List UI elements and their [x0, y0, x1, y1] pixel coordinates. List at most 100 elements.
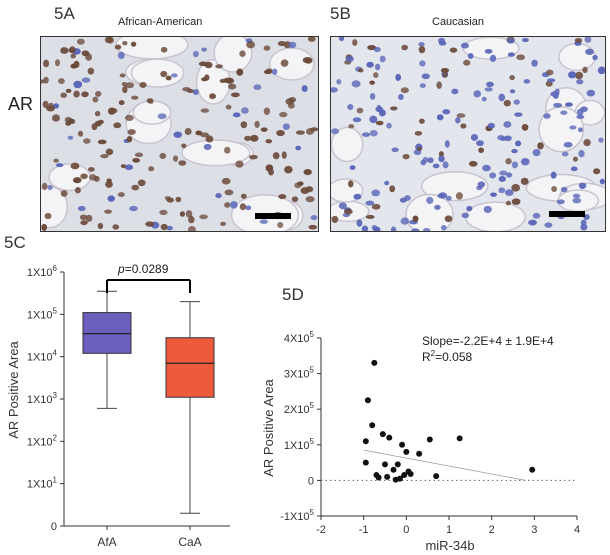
- ar-positive-nucleus: [460, 123, 467, 129]
- ar-positive-nucleus: [160, 223, 168, 231]
- ar-negative-nucleus: [107, 195, 115, 202]
- ar-positive-nucleus: [126, 136, 133, 143]
- ar-negative-nucleus: [371, 189, 381, 197]
- ar-positive-nucleus: [537, 142, 544, 150]
- ar-negative-nucleus: [374, 63, 381, 71]
- ar-negative-nucleus: [467, 53, 474, 59]
- ar-negative-nucleus: [514, 112, 523, 117]
- ar-negative-nucleus: [543, 113, 551, 119]
- ar-positive-nucleus: [449, 47, 458, 53]
- ar-negative-nucleus: [398, 94, 404, 100]
- ar-negative-nucleus: [379, 55, 386, 63]
- ar-negative-nucleus: [366, 61, 374, 68]
- ar-positive-nucleus: [305, 196, 315, 203]
- ar-positive-nucleus: [65, 88, 72, 94]
- ar-positive-nucleus: [132, 157, 141, 163]
- ar-positive-nucleus: [113, 122, 122, 129]
- ar-positive-nucleus: [516, 54, 526, 61]
- ar-positive-nucleus: [121, 82, 128, 87]
- ar-positive-nucleus: [114, 44, 122, 50]
- ar-positive-nucleus: [160, 70, 168, 78]
- ar-positive-nucleus: [117, 192, 125, 198]
- ar-negative-nucleus: [592, 54, 598, 61]
- ar-positive-nucleus: [371, 203, 381, 210]
- ar-positive-nucleus: [43, 59, 50, 68]
- ar-positive-nucleus: [52, 114, 60, 122]
- ar-negative-nucleus: [556, 199, 565, 205]
- ar-positive-nucleus: [254, 120, 260, 128]
- p-value-annotation: p=0.0289: [117, 262, 169, 276]
- panel-title-caucasian: Caucasian: [432, 16, 484, 28]
- ar-positive-nucleus: [122, 85, 128, 94]
- scatter-y-tick-label: 2X105: [284, 401, 315, 416]
- ar-negative-nucleus: [486, 81, 494, 88]
- ar-negative-nucleus: [597, 66, 605, 75]
- ar-negative-nucleus: [532, 212, 541, 219]
- ar-negative-nucleus: [349, 165, 356, 170]
- ar-negative-nucleus: [481, 96, 487, 102]
- ar-negative-nucleus: [77, 205, 86, 212]
- ar-positive-nucleus: [124, 114, 134, 121]
- ar-negative-nucleus: [192, 89, 199, 95]
- ar-positive-nucleus: [348, 124, 355, 129]
- ar-positive-nucleus: [281, 151, 287, 159]
- ar-positive-nucleus: [131, 184, 140, 191]
- ar-positive-nucleus: [235, 160, 244, 168]
- ar-positive-nucleus: [225, 104, 232, 110]
- ar-negative-nucleus: [442, 109, 451, 115]
- ar-negative-nucleus: [369, 92, 376, 100]
- ar-negative-nucleus: [434, 204, 441, 210]
- ar-positive-nucleus: [184, 128, 192, 136]
- ar-positive-nucleus: [70, 162, 80, 170]
- ar-positive-nucleus: [41, 182, 48, 191]
- ar-negative-nucleus: [282, 123, 290, 130]
- ar-negative-nucleus: [572, 193, 581, 199]
- scatter-y-tick-label: 1X105: [284, 437, 315, 452]
- ar-positive-nucleus: [215, 64, 223, 69]
- scatter-point: [375, 474, 382, 481]
- ar-positive-nucleus: [204, 74, 210, 81]
- ar-negative-nucleus: [192, 50, 199, 58]
- micrograph-african-american: [40, 36, 319, 232]
- ar-positive-nucleus: [505, 200, 512, 206]
- ar-negative-nucleus: [515, 140, 522, 147]
- scatter-chart: AR Positive Area miR-34b Slope=-2.2E+4 ±…: [261, 330, 580, 553]
- ar-negative-nucleus: [241, 107, 249, 114]
- panel-label-5a: 5A: [54, 4, 75, 23]
- ar-negative-nucleus: [499, 170, 508, 176]
- ar-positive-nucleus: [146, 98, 152, 104]
- ar-negative-nucleus: [419, 60, 426, 67]
- scatter-y-axis-title: AR Positive Area: [261, 378, 276, 476]
- ar-negative-nucleus: [47, 184, 53, 191]
- ar-negative-nucleus: [271, 68, 278, 75]
- ar-positive-nucleus: [85, 53, 93, 61]
- scatter-x-tick-label: 0: [403, 524, 409, 536]
- panel-label-5d: 5D: [282, 285, 304, 304]
- ar-positive-nucleus: [277, 40, 286, 47]
- box-y-axis-title: AR Positive Area: [6, 340, 21, 438]
- scatter-point: [399, 441, 406, 448]
- ar-positive-nucleus: [164, 196, 171, 201]
- ar-negative-nucleus: [170, 73, 178, 78]
- ar-negative-nucleus: [375, 106, 384, 113]
- ar-positive-nucleus: [53, 158, 59, 163]
- ar-negative-nucleus: [461, 212, 470, 219]
- gland-lumen: [181, 139, 251, 167]
- ar-negative-nucleus: [442, 161, 449, 169]
- box-y-tick-label: 1X106: [27, 264, 58, 279]
- ar-negative-nucleus: [422, 156, 429, 163]
- scatter-point: [362, 438, 369, 445]
- ar-positive-nucleus: [310, 127, 318, 132]
- ar-positive-nucleus: [125, 82, 135, 89]
- ar-positive-nucleus: [511, 184, 521, 192]
- ar-positive-nucleus: [352, 39, 358, 46]
- ar-positive-nucleus: [369, 80, 375, 85]
- gland-lumen: [269, 47, 315, 81]
- ar-negative-nucleus: [505, 172, 513, 178]
- ar-positive-nucleus: [416, 146, 423, 151]
- ar-negative-nucleus: [451, 88, 459, 95]
- ar-positive-nucleus: [367, 44, 377, 51]
- scatter-x-tick-label: 4: [574, 524, 580, 536]
- ar-negative-nucleus: [531, 59, 538, 67]
- ar-negative-nucleus: [460, 42, 469, 49]
